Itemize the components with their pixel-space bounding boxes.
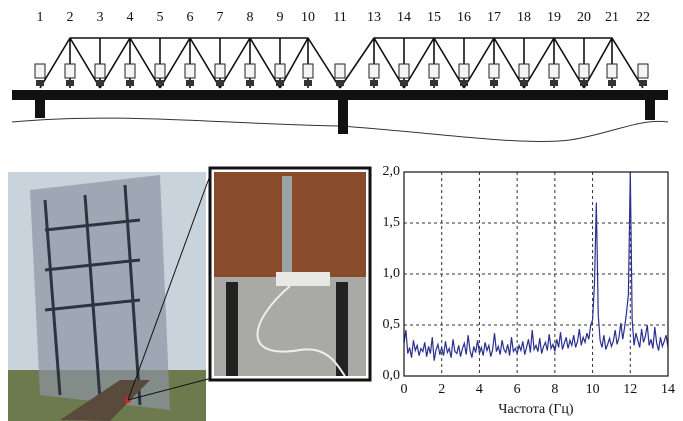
sensor-base	[400, 80, 408, 86]
x-tick-label: 8	[551, 382, 558, 397]
x-tick-label: 6	[514, 382, 521, 397]
sensor-base	[246, 80, 254, 86]
sensor	[607, 64, 617, 78]
sensor	[65, 64, 75, 78]
node-label: 16	[457, 10, 471, 25]
node-label: 3	[97, 10, 104, 25]
sensor-base	[186, 80, 194, 86]
sensor	[519, 64, 529, 78]
y-tick-label: 1,5	[383, 215, 401, 230]
node-label: 15	[427, 10, 441, 25]
x-tick-label: 0	[401, 382, 408, 397]
sensor	[489, 64, 499, 78]
figure: 123456789101113141516171819202122 Частот…	[0, 0, 683, 421]
sensor	[638, 64, 648, 78]
sensor-base	[580, 80, 588, 86]
sensor-base	[216, 80, 224, 86]
sensor-base	[490, 80, 498, 86]
x-tick-label: 14	[661, 382, 675, 397]
sensor-base	[460, 80, 468, 86]
y-tick-label: 0,5	[383, 317, 401, 332]
node-label: 18	[517, 10, 531, 25]
spectrum-chart: Частота (Гц) 0,0 0,5 1,0 1,5 2,0 0 2 4 6 8 10 12 14	[383, 164, 676, 417]
node-label: 2	[67, 10, 74, 25]
x-axis-label: Частота (Гц)	[498, 402, 574, 417]
sensor	[303, 64, 313, 78]
node-label: 10	[301, 10, 315, 25]
sensor	[429, 64, 439, 78]
node-label: 7	[217, 10, 224, 25]
sensor	[245, 64, 255, 78]
sensor	[215, 64, 225, 78]
sensor-base	[639, 80, 647, 86]
node-label: 22	[636, 10, 650, 25]
x-tick-label: 10	[586, 382, 600, 397]
y-tick-label: 2,0	[383, 164, 401, 179]
bridge-photo	[8, 170, 212, 421]
sensor	[399, 64, 409, 78]
sensor-base	[430, 80, 438, 86]
node-label: 21	[605, 10, 619, 25]
sensor	[275, 64, 285, 78]
bridge-diagram: 1 2 3 4 5 6 7 8 9 10 11 13 14 15 16 17 18 19 20 21 22	[12, 10, 668, 141]
node-label: 6	[187, 10, 194, 25]
x-tick-label: 2	[438, 382, 445, 397]
sensor	[185, 64, 195, 78]
sensor-base	[370, 80, 378, 86]
sensor-base	[126, 80, 134, 86]
sensor	[335, 64, 345, 78]
sensor	[125, 64, 135, 78]
sensor	[549, 64, 559, 78]
sensor-base	[36, 80, 44, 86]
x-tick-label: 4	[476, 382, 483, 397]
pier	[35, 100, 45, 118]
sensor-base	[304, 80, 312, 86]
x-tick-label: 12	[623, 382, 637, 397]
sensor-base	[66, 80, 74, 86]
sensor-base	[520, 80, 528, 86]
node-label: 17	[487, 10, 501, 25]
node-label: 4	[127, 10, 134, 25]
node-label: 11	[333, 10, 346, 25]
sensor	[95, 64, 105, 78]
y-tick-label: 0,0	[383, 368, 401, 383]
sensor	[155, 64, 165, 78]
node-label: 8	[247, 10, 254, 25]
sensor	[459, 64, 469, 78]
sensor-base	[336, 80, 344, 86]
sensor-base	[276, 80, 284, 86]
sensor	[579, 64, 589, 78]
node-label: 14	[397, 10, 411, 25]
node-label: 13	[367, 10, 381, 25]
node-label: 9	[277, 10, 284, 25]
deck	[12, 90, 668, 100]
sensor-base	[550, 80, 558, 86]
pier	[338, 100, 348, 134]
node-label: 5	[157, 10, 164, 25]
sensor-base	[156, 80, 164, 86]
sensor	[35, 64, 45, 78]
sensor-base	[608, 80, 616, 86]
node-label: 20	[577, 10, 591, 25]
node-label: 19	[547, 10, 561, 25]
pier	[645, 100, 655, 120]
sensor-base	[96, 80, 104, 86]
node-label: 1	[37, 10, 44, 25]
y-tick-label: 1,0	[383, 266, 401, 281]
sensor	[369, 64, 379, 78]
sensor-photo	[210, 168, 370, 380]
